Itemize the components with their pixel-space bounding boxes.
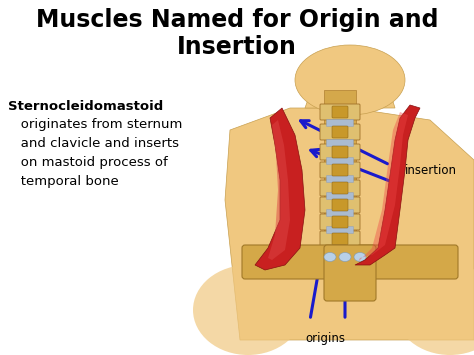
FancyBboxPatch shape xyxy=(332,146,348,158)
Polygon shape xyxy=(305,55,395,108)
FancyBboxPatch shape xyxy=(324,245,376,301)
FancyBboxPatch shape xyxy=(327,175,354,182)
FancyBboxPatch shape xyxy=(320,197,360,213)
Ellipse shape xyxy=(324,252,336,262)
FancyBboxPatch shape xyxy=(332,106,348,118)
FancyBboxPatch shape xyxy=(320,162,360,178)
Ellipse shape xyxy=(339,252,351,262)
Polygon shape xyxy=(358,112,408,262)
FancyBboxPatch shape xyxy=(327,120,354,126)
Text: originates from sternum
   and clavicle and inserts
   on mastoid process of
   : originates from sternum and clavicle and… xyxy=(8,118,182,188)
FancyBboxPatch shape xyxy=(320,144,360,160)
FancyBboxPatch shape xyxy=(332,216,348,228)
FancyBboxPatch shape xyxy=(327,209,354,217)
Polygon shape xyxy=(255,108,305,270)
Polygon shape xyxy=(355,105,420,265)
FancyBboxPatch shape xyxy=(320,180,360,196)
FancyBboxPatch shape xyxy=(327,140,354,147)
FancyBboxPatch shape xyxy=(357,245,458,279)
FancyBboxPatch shape xyxy=(332,199,348,211)
FancyBboxPatch shape xyxy=(320,214,360,230)
FancyBboxPatch shape xyxy=(320,231,360,247)
FancyBboxPatch shape xyxy=(332,182,348,194)
FancyBboxPatch shape xyxy=(327,158,354,164)
FancyBboxPatch shape xyxy=(320,104,360,120)
Text: insertion: insertion xyxy=(405,164,457,176)
FancyBboxPatch shape xyxy=(332,233,348,245)
Ellipse shape xyxy=(354,252,366,262)
Text: origins: origins xyxy=(305,332,345,345)
Text: Sternocleidomastoid: Sternocleidomastoid xyxy=(8,100,163,113)
FancyBboxPatch shape xyxy=(332,164,348,176)
FancyBboxPatch shape xyxy=(332,126,348,138)
FancyBboxPatch shape xyxy=(242,245,348,279)
FancyBboxPatch shape xyxy=(327,192,354,200)
Text: Muscles Named for Origin and
Insertion: Muscles Named for Origin and Insertion xyxy=(36,8,438,59)
FancyBboxPatch shape xyxy=(320,124,360,140)
Ellipse shape xyxy=(295,45,405,115)
Ellipse shape xyxy=(395,265,474,355)
Polygon shape xyxy=(225,108,474,340)
Ellipse shape xyxy=(193,265,303,355)
FancyBboxPatch shape xyxy=(327,226,354,234)
Polygon shape xyxy=(268,120,290,260)
Bar xyxy=(324,90,356,280)
